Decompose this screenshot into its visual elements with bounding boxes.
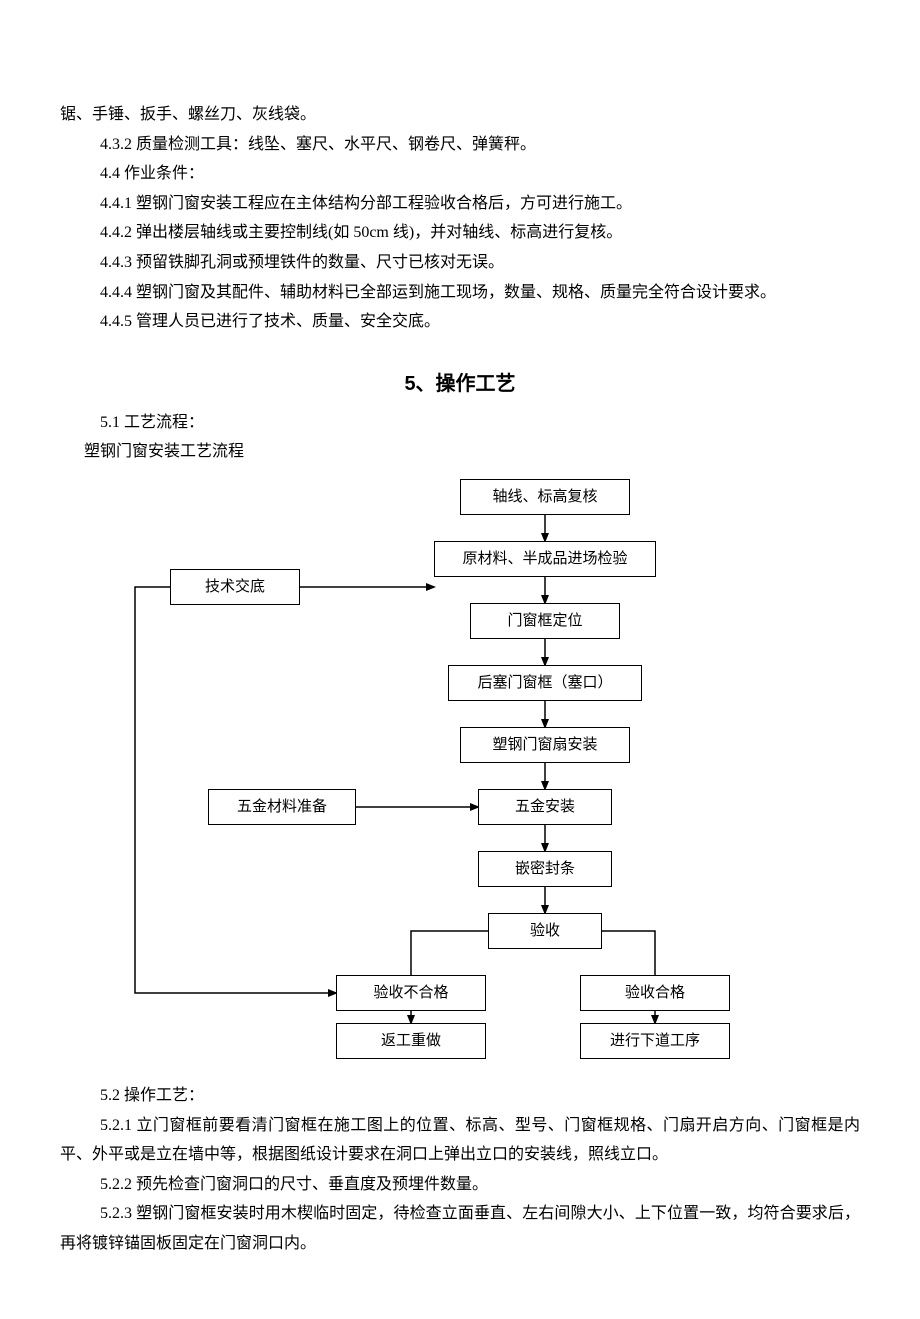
paragraph-441: 4.4.1 塑钢门窗安装工程应在主体结构分部工程验收合格后，方可进行施工。 xyxy=(60,189,860,219)
paragraph-line-top: 锯、手锤、扳手、螺丝刀、灰线袋。 xyxy=(60,100,860,130)
paragraph-442: 4.4.2 弹出楼层轴线或主要控制线(如 50cm 线)，并对轴线、标高进行复核… xyxy=(60,218,860,248)
flowchart-node-n14: 进行下道工序 xyxy=(580,1023,730,1059)
paragraph-51: 5.1 工艺流程： xyxy=(60,408,860,438)
paragraph-522: 5.2.2 预先检查门窗洞口的尺寸、垂直度及预埋件数量。 xyxy=(60,1170,860,1200)
flowchart-node-n8: 五金安装 xyxy=(478,789,612,825)
flowchart-node-n7: 五金材料准备 xyxy=(208,789,356,825)
paragraph-445: 4.4.5 管理人员已进行了技术、质量、安全交底。 xyxy=(60,307,860,337)
flowchart-node-n5: 后塞门窗框（塞口） xyxy=(448,665,642,701)
flowchart-node-n1: 轴线、标高复核 xyxy=(460,479,630,515)
flowchart-node-n2: 原材料、半成品进场检验 xyxy=(434,541,656,577)
paragraph-432: 4.3.2 质量检测工具：线坠、塞尺、水平尺、钢卷尺、弹簧秤。 xyxy=(60,130,860,160)
section-5-title: 5、操作工艺 xyxy=(60,367,860,396)
paragraph-521: 5.2.1 立门窗框前要看清门窗框在施工图上的位置、标高、型号、门窗框规格、门扇… xyxy=(60,1111,860,1170)
flowchart-node-n9: 嵌密封条 xyxy=(478,851,612,887)
flowchart-node-n11: 验收不合格 xyxy=(336,975,486,1011)
paragraph-444: 4.4.4 塑钢门窗及其配件、辅助材料已全部运到施工现场，数量、规格、质量完全符… xyxy=(60,278,860,308)
flowchart-node-n6: 塑钢门窗扇安装 xyxy=(460,727,630,763)
flowchart: 轴线、标高复核原材料、半成品进场检验技术交底门窗框定位后塞门窗框（塞口） 塑钢门窗… xyxy=(60,475,860,1061)
flowchart-node-n13: 返工重做 xyxy=(336,1023,486,1059)
flowchart-node-n10: 验收 xyxy=(488,913,602,949)
flowchart-node-n3: 技术交底 xyxy=(170,569,300,605)
paragraph-52: 5.2 操作工艺： xyxy=(60,1081,860,1111)
paragraph-44: 4.4 作业条件： xyxy=(60,159,860,189)
flowchart-node-n4: 门窗框定位 xyxy=(470,603,620,639)
paragraph-523: 5.2.3 塑钢门窗框安装时用木楔临时固定，待检查立面垂直、左右间隙大小、上下位… xyxy=(60,1199,860,1258)
paragraph-51-sub: 塑钢门窗安装工艺流程 xyxy=(60,437,860,467)
flowchart-node-n12: 验收合格 xyxy=(580,975,730,1011)
paragraph-443: 4.4.3 预留铁脚孔洞或预埋铁件的数量、尺寸已核对无误。 xyxy=(60,248,860,278)
